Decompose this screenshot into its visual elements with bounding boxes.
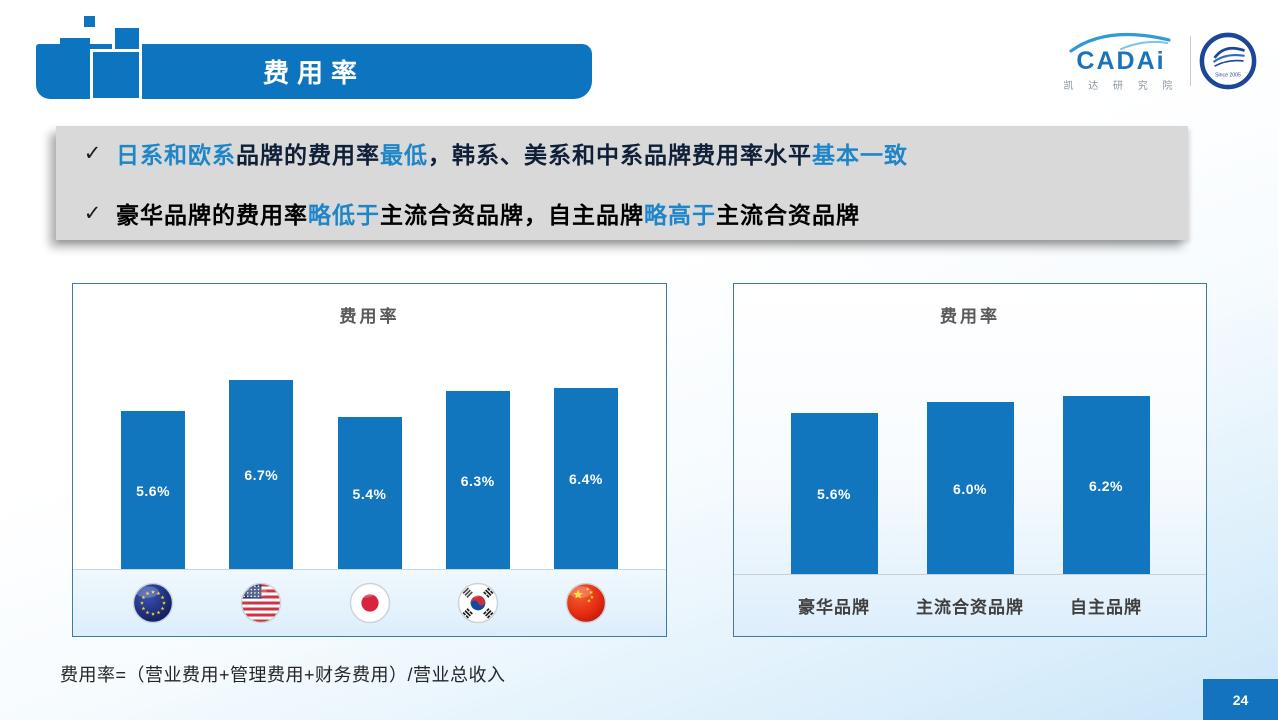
highlighted-text: 日系和欧系 [116,142,236,168]
cadai-logo: CADAi 凯 达 研 究 院 [1062,31,1180,92]
bar-column-japan: 5.4% [315,417,423,570]
checkmark-icon: ✓ [83,201,103,225]
logo-block: CADAi 凯 达 研 究 院 Since 2005 [1062,30,1262,92]
bullet-text: 日系和欧系品牌的费用率最低，韩系、美系和中系品牌费用率水平基本一致 [116,136,908,170]
bar-value-label: 5.6% [817,486,851,502]
bullet-text-segment: 豪华品牌的费用率 [116,202,308,228]
page-title: 费用率 [262,58,365,88]
bar-column-usa: 6.7% [207,380,315,570]
chart-title: 费用率 [940,307,1000,326]
highlighted-text: 基本一致 [812,142,908,168]
bullet-text-segment: 主流合资品牌，自主品牌 [380,202,644,228]
brand-name: CADAi [1076,46,1166,75]
car-swoosh-icon [1069,32,1171,53]
japan-flag-icon [315,582,423,624]
highlighted-text: 略低于 [308,202,380,228]
bullet-text: 豪华品牌的费用率略低于主流合资品牌，自主品牌略高于主流合资品牌 [116,196,860,230]
bar-column-主流合资品牌: 6.0% [902,402,1038,575]
flag-axis-strip [73,569,666,636]
bar-column-豪华品牌: 5.6% [766,413,902,575]
bar-usa: 6.7% [229,380,294,570]
bar-eu: 5.6% [121,411,186,570]
badge-since-text: Since 2005 [1215,73,1241,79]
category-label: 主流合资品牌 [916,598,1024,617]
bar-value-label: 5.6% [136,482,171,499]
decor-square-icon [46,60,54,68]
category-label: 豪华品牌 [798,598,870,617]
bar-value-label: 6.7% [244,467,279,483]
bullet-text-segment: 品牌的费用率 [236,142,380,168]
south-korea-flag-icon [424,582,532,624]
category-axis-row: 豪华品牌 主流合资品牌 自主品牌 [734,574,1206,636]
highlighted-text: 略高于 [644,202,716,228]
bar-column-eu: 5.6% [99,411,207,570]
bar-value-label: 6.2% [1089,477,1123,494]
chart-expense-ratio-by-origin: 费用率 5.6% 6.7% 5.4% 6.3% 6.4% [72,283,667,637]
bullet-text-segment: 主流合资品牌 [716,202,860,228]
page-number: 24 [1232,691,1249,708]
bar-主流合资品牌: 6.0% [926,402,1014,575]
bullet-text-segment: ，韩系、美系和中系品牌费用率水平 [428,142,812,168]
decor-square-icon [60,38,90,68]
eu-flag-icon [99,582,207,624]
bar-column-自主品牌: 6.2% [1038,396,1174,575]
bar-china: 6.4% [553,388,618,570]
highlighted-text: 最低 [380,142,428,168]
decor-square-icon [84,16,95,27]
checkmark-icon: ✓ [83,141,103,165]
decor-square-icon [90,49,142,101]
bullet-item: ✓ 日系和欧系品牌的费用率最低，韩系、美系和中系品牌费用率水平基本一致 [70,136,1188,170]
page-number-badge: 24 [1203,679,1278,720]
association-badge-icon: Since 2005 [1199,32,1257,90]
bars-area: 5.6% 6.0% 6.2% [734,284,1206,575]
china-flag-icon [532,582,640,624]
category-label: 自主品牌 [1070,598,1142,617]
bar-value-label: 6.4% [568,471,603,487]
bar-column-china: 6.4% [532,388,640,570]
bar-value-label: 6.0% [953,480,987,497]
bar-value-label: 6.3% [460,472,495,489]
chart-title: 费用率 [339,307,400,326]
chart-expense-ratio-by-tier: 费用率 5.6% 6.0% 6.2% 豪华品牌 主流合资品牌 自主品牌 [733,283,1207,637]
usa-flag-icon [207,582,315,624]
bars-area: 5.6% 6.7% 5.4% 6.3% 6.4% [73,284,666,570]
bar-column-south-korea: 6.3% [424,391,532,570]
bar-自主品牌: 6.2% [1062,396,1150,575]
formula-footnote: 费用率=（营业费用+管理费用+财务费用）/营业总收入 [60,665,506,685]
bar-south-korea: 6.3% [445,391,510,570]
bar-japan: 5.4% [337,417,402,570]
bar-value-label: 5.4% [352,485,387,502]
bar-豪华品牌: 5.6% [790,413,878,575]
logo-divider [1190,36,1191,86]
key-findings-box: ✓ 日系和欧系品牌的费用率最低，韩系、美系和中系品牌费用率水平基本一致 ✓ 豪华… [56,126,1188,240]
bullet-item: ✓ 豪华品牌的费用率略低于主流合资品牌，自主品牌略高于主流合资品牌 [70,196,1188,230]
brand-name-chinese: 凯 达 研 究 院 [1063,80,1179,92]
